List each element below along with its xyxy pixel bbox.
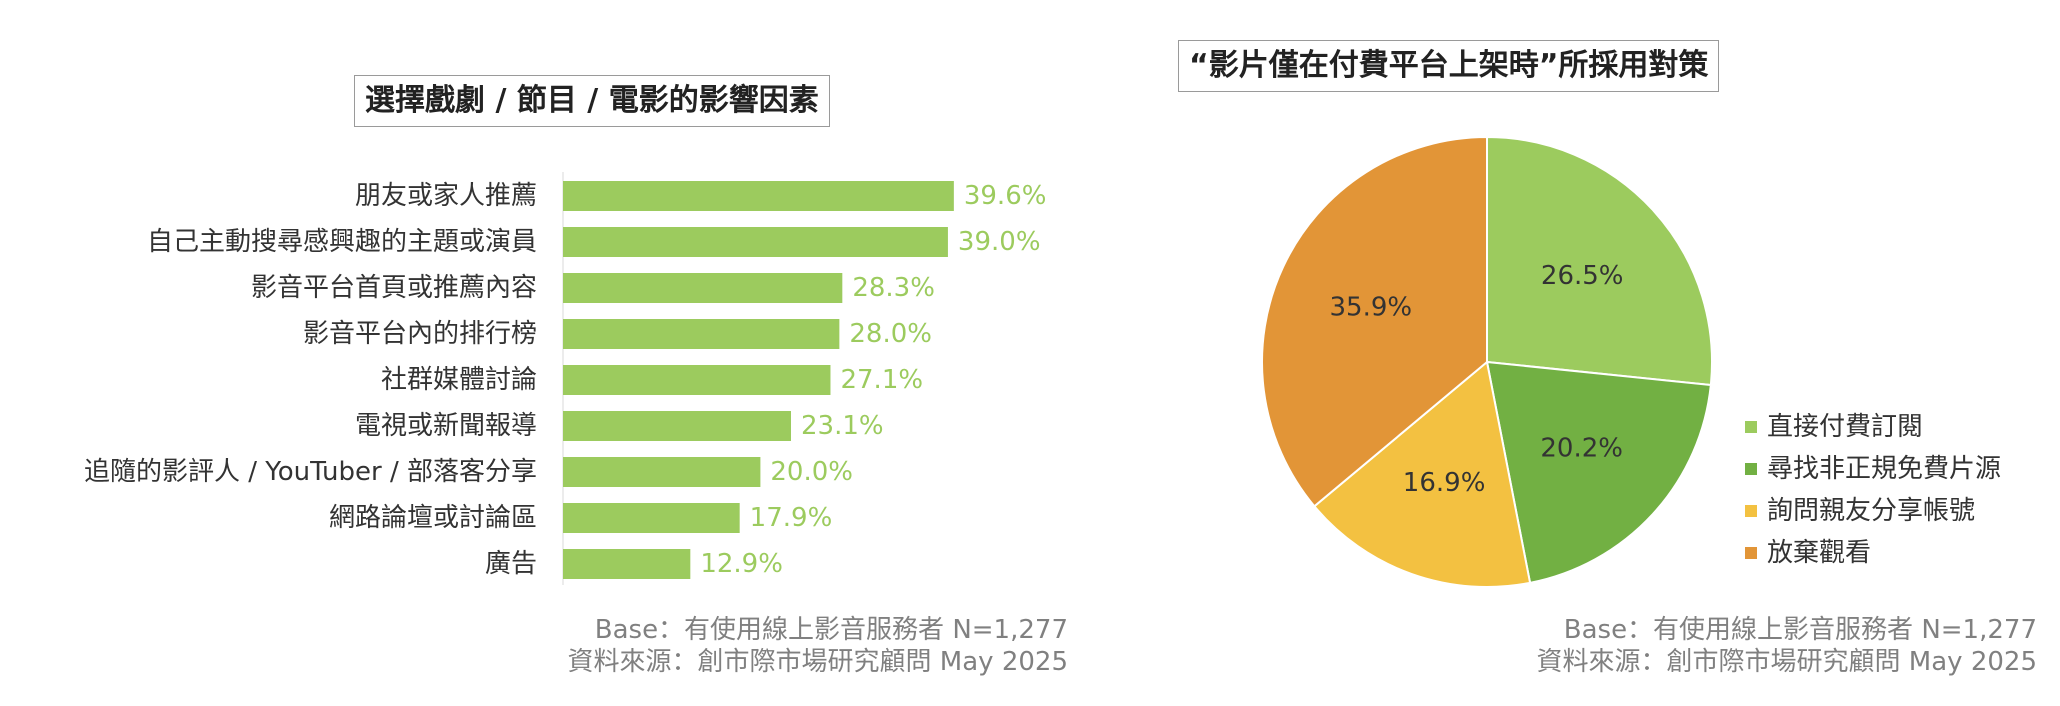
legend-swatch — [1745, 505, 1757, 517]
pie-chart-source: Base：有使用線上影音服務者 N=1,277 資料來源：創市際市場研究顧問 M… — [1537, 614, 2037, 678]
bar-category-label: 廣告 — [485, 549, 537, 579]
bar-value-label: 28.3% — [852, 273, 935, 303]
pie-chart: 26.5% 20.2% 16.9% 35.9% — [1261, 135, 1714, 588]
pie-slice — [1312, 360, 1532, 588]
bar-value-label: 12.9% — [700, 549, 783, 579]
legend-swatch — [1745, 463, 1757, 475]
bar-source-credit: 資料來源：創市際市場研究顧問 May 2025 — [567, 647, 1068, 677]
bar — [563, 273, 843, 303]
bar-value-label: 17.9% — [750, 503, 833, 533]
pie-value-label: 16.9% — [1403, 468, 1486, 498]
bar-chart: 朋友或家人推薦 39.6% 自己主動搜尋感興趣的主題或演員 39.0% 影音平台首頁或推… — [84, 181, 1046, 579]
bar-value-label: 23.1% — [801, 411, 884, 441]
bar-value-label: 20.0% — [770, 457, 853, 487]
bar-value-label: 39.6% — [964, 181, 1047, 211]
pie-slice — [1261, 135, 1488, 508]
pie-value-label: 26.5% — [1541, 261, 1624, 291]
bar-category-label: 影音平台內的排行榜 — [303, 319, 537, 349]
legend-label: 直接付費訂閱 — [1767, 412, 1923, 442]
bar-chart-source: Base：有使用線上影音服務者 N=1,277 資料來源：創市際市場研究顧問 M… — [568, 614, 1068, 678]
bar-category-label: 影音平台首頁或推薦內容 — [251, 273, 537, 303]
pie-source-credit: 資料來源：創市際市場研究顧問 May 2025 — [1536, 647, 2037, 677]
bar-source-base: Base：有使用線上影音服務者 N=1,277 — [594, 615, 1068, 645]
pie-value-label: 35.9% — [1330, 293, 1413, 323]
bar — [563, 227, 948, 257]
legend-swatch — [1745, 547, 1757, 559]
legend-label: 詢問親友分享帳號 — [1767, 496, 1975, 526]
bar-category-label: 電視或新聞報導 — [355, 411, 537, 441]
pie-value-label: 20.2% — [1540, 434, 1623, 464]
bar-value-label: 27.1% — [840, 365, 923, 395]
legend-swatch — [1745, 421, 1757, 433]
bar-value-label: 28.0% — [849, 319, 932, 349]
bar — [563, 549, 691, 579]
legend-label: 放棄觀看 — [1767, 538, 1871, 568]
bar-chart-title: 選擇戲劇 / 節目 / 電影的影響因素 — [354, 75, 830, 127]
bar — [563, 411, 791, 441]
pie-chart-title: “影片僅在付費平台上架時”所採用對策 — [1178, 40, 1720, 92]
pie-source-base: Base：有使用線上影音服務者 N=1,277 — [1563, 615, 2037, 645]
bar — [563, 503, 740, 533]
bar — [563, 457, 761, 487]
bar-category-label: 朋友或家人推薦 — [355, 181, 537, 211]
bar-category-label: 網路論壇或討論區 — [329, 503, 537, 533]
bar — [563, 365, 831, 395]
bar-category-label: 社群媒體討論 — [381, 365, 537, 395]
bar-category-label: 追隨的影評人 / YouTuber / 部落客分享 — [84, 457, 537, 487]
bar-category-label: 自己主動搜尋感興趣的主題或演員 — [147, 227, 537, 257]
pie-slice — [1486, 135, 1714, 387]
bar — [563, 319, 840, 349]
legend-label: 尋找非正規免費片源 — [1767, 454, 2001, 484]
bar-value-label: 39.0% — [958, 227, 1041, 257]
pie-slice — [1485, 360, 1712, 585]
bar — [563, 181, 954, 211]
